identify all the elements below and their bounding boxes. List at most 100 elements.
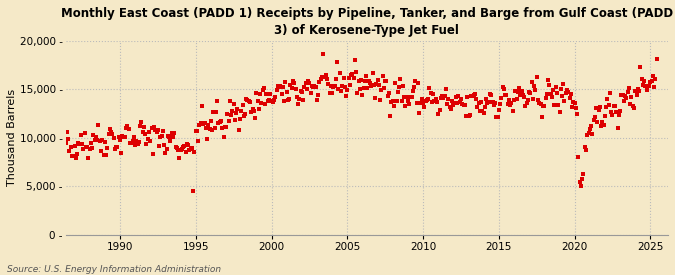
Point [650,77,661,81]
Point [288,78,298,83]
Point [247,107,258,111]
Point [286,86,297,90]
Point [146,126,157,130]
Point [302,87,313,92]
Point [491,115,502,119]
Point [492,115,503,119]
Point [370,96,381,100]
Point [238,114,249,118]
Point [480,105,491,109]
Point [580,147,591,152]
Point [372,78,383,82]
Point [549,103,560,107]
Point [446,107,456,112]
Point [583,131,594,136]
Point [161,147,172,151]
Point [180,150,191,154]
Point [563,90,574,94]
Point [109,147,120,151]
Point [299,85,310,89]
Point [466,94,477,98]
Point [411,100,422,105]
Point [556,87,566,91]
Point [405,94,416,99]
Point [112,145,123,149]
Point [611,110,622,114]
Point [606,110,617,114]
Point [250,116,261,120]
Point [237,103,248,108]
Point [531,75,542,79]
Point [603,103,614,108]
Point [163,134,173,139]
Point [597,120,608,124]
Point [136,120,146,124]
Point [213,121,224,125]
Point [382,94,393,98]
Point [608,104,619,108]
Point [97,138,108,142]
Point [327,90,338,95]
Point [159,143,169,147]
Point [184,148,195,152]
Point [74,142,85,147]
Point [440,87,451,91]
Point [438,96,449,100]
Point [310,85,321,89]
Point [467,94,478,98]
Point [433,111,443,116]
Point [167,135,178,139]
Point [341,94,352,98]
Point [489,103,500,107]
Point [614,113,624,117]
Point [429,99,440,103]
Point [101,153,111,157]
Point [509,97,520,102]
Point [493,108,504,112]
Point [182,142,192,147]
Point [130,143,140,147]
Point [241,97,252,101]
Point [340,85,350,89]
Point [593,108,604,112]
Point [54,147,65,151]
Point [169,131,180,135]
Point [525,91,536,96]
Point [170,145,181,150]
Point [328,85,339,89]
Point [444,105,455,109]
Point [641,88,652,92]
Point [530,88,541,92]
Point [171,145,182,150]
Point [395,77,406,82]
Point [526,80,537,85]
Point [306,84,317,88]
Point [424,86,435,90]
Point [313,92,324,97]
Point [457,101,468,106]
Point [450,95,461,99]
Point [186,146,196,151]
Point [425,90,436,95]
Point [375,97,385,102]
Point [512,90,523,95]
Point [522,98,533,103]
Point [439,94,450,98]
Point [283,98,294,102]
Point [335,88,346,93]
Point [189,150,200,154]
Point [126,141,137,145]
Point [188,189,198,193]
Point [77,142,88,146]
Point [585,126,595,131]
Point [69,144,80,148]
Point [205,126,215,131]
Point [516,89,527,94]
Point [267,100,278,104]
Point [539,104,549,108]
Point [148,125,159,130]
Point [610,104,620,108]
Point [208,109,219,114]
Point [640,84,651,88]
Point [200,126,211,131]
